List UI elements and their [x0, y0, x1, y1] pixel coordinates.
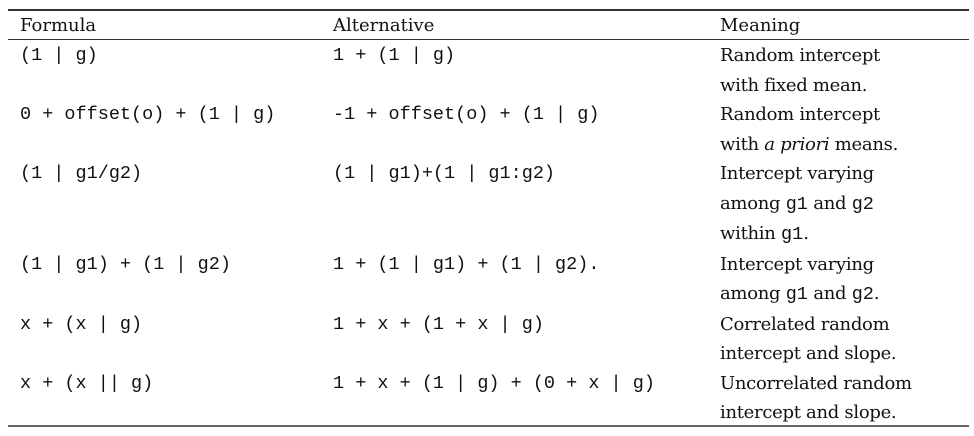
formula-cell: 0 + offset(o) + (1 | g): [20, 104, 276, 125]
meaning-line: Random intercept: [720, 41, 974, 71]
table-row: (1 | g1) + (1 | g2) 1 + (1 | g1) + (1 | g…: [0, 250, 974, 310]
meaning-text: intercept and slope.: [720, 343, 897, 364]
code-term: g1: [780, 224, 804, 245]
meaning-text: Correlated random: [720, 313, 890, 335]
meaning-text: and: [807, 283, 852, 304]
meaning-line: intercept and slope.: [720, 339, 974, 369]
code-term: g2: [851, 193, 874, 215]
meaning-text: Intercept varying: [720, 163, 874, 184]
meaning-text: within: [720, 223, 781, 244]
meaning-line: with fixed mean.: [720, 71, 974, 101]
header-formula: Formula: [20, 15, 97, 36]
formula-cell: (1 | g1/g2): [20, 163, 143, 184]
formula-cell: (1 | g): [20, 45, 98, 66]
meaning-text: .: [803, 223, 809, 244]
meaning-text: with: [720, 133, 765, 155]
code-term: g2: [851, 284, 874, 305]
meaning-line: Uncorrelated random: [720, 369, 974, 399]
meaning-text: and: [807, 192, 852, 214]
alternative-cell: 1 + (1 | g): [333, 45, 456, 66]
meaning-line: intercept and slope.: [720, 398, 974, 428]
header-row: Formula Alternative Meaning: [0, 11, 974, 40]
table-row: (1 | g1/g2) (1 | g1)+(1 | g1:g2) Intercept…: [0, 159, 974, 250]
bottom-rule: [8, 425, 969, 427]
alternative-cell: 1 + x + (1 + x | g): [333, 313, 544, 335]
meaning-cell: Random intercept with a priori means.: [720, 100, 974, 159]
meaning-text: Random intercept: [720, 45, 880, 66]
table-row: 0 + offset(o) + (1 | g) -1 + offset(o) + …: [0, 100, 974, 159]
alternative-cell: 1 + (1 | g1) + (1 | g2).: [333, 253, 600, 275]
meaning-text: intercept and slope.: [720, 402, 897, 423]
meaning-text: .: [873, 283, 880, 304]
meaning-line: among g1 and g2.: [720, 279, 974, 310]
table-body: (1 | g) 1 + (1 | g) Random intercept with f…: [0, 40, 974, 428]
meaning-cell: Uncorrelated random intercept and slope.: [720, 369, 974, 428]
meaning-line: Intercept varying: [720, 250, 974, 280]
meaning-line: with a priori means.: [720, 130, 974, 160]
meaning-cell: Intercept varying among g1 and g2 within g…: [720, 159, 974, 250]
meaning-cell: Correlated random intercept and slope.: [720, 310, 974, 369]
meaning-text: means.: [829, 133, 899, 155]
table-row: (1 | g) 1 + (1 | g) Random intercept with f…: [0, 40, 974, 100]
formula-cell: (1 | g1) + (1 | g2): [20, 253, 231, 275]
meaning-cell: Random intercept with fixed mean.: [720, 40, 974, 100]
meaning-text: Uncorrelated random: [720, 372, 912, 394]
alternative-cell: 1 + x + (1 | g) + (0 + x | g): [333, 372, 655, 394]
meaning-text: among: [720, 283, 786, 304]
meaning-line: Correlated random: [720, 310, 974, 340]
header-rule: [8, 39, 969, 40]
formula-cell: x + (x || g): [20, 372, 154, 394]
header-alternative: Alternative: [333, 15, 435, 36]
table-row: x + (x || g) 1 + x + (1 | g) + (0 + x | g…: [0, 369, 974, 428]
meaning-cell: Intercept varying among g1 and g2.: [720, 250, 974, 310]
table-row: x + (x | g) 1 + x + (1 + x | g) Correlated…: [0, 310, 974, 369]
code-term: g1: [785, 193, 808, 215]
meaning-line: Random intercept: [720, 100, 974, 130]
formula-cell: x + (x | g): [20, 313, 143, 335]
formula-table: Formula Alternative Meaning (1 | g) 1 + (…: [0, 11, 974, 428]
alternative-cell: -1 + offset(o) + (1 | g): [333, 104, 600, 125]
top-rule: [8, 9, 969, 11]
alternative-cell: (1 | g1)+(1 | g1:g2): [333, 163, 556, 184]
meaning-line: within g1.: [720, 219, 974, 250]
meaning-text: with fixed mean.: [720, 74, 868, 96]
italic-term: a priori: [764, 133, 830, 155]
meaning-text: Random intercept: [720, 104, 880, 125]
meaning-line: among g1 and g2: [720, 189, 974, 220]
meaning-text: Intercept varying: [720, 253, 874, 275]
header-meaning: Meaning: [720, 15, 801, 36]
meaning-text: among: [720, 192, 786, 214]
code-term: g1: [785, 284, 808, 305]
meaning-line: Intercept varying: [720, 159, 974, 189]
